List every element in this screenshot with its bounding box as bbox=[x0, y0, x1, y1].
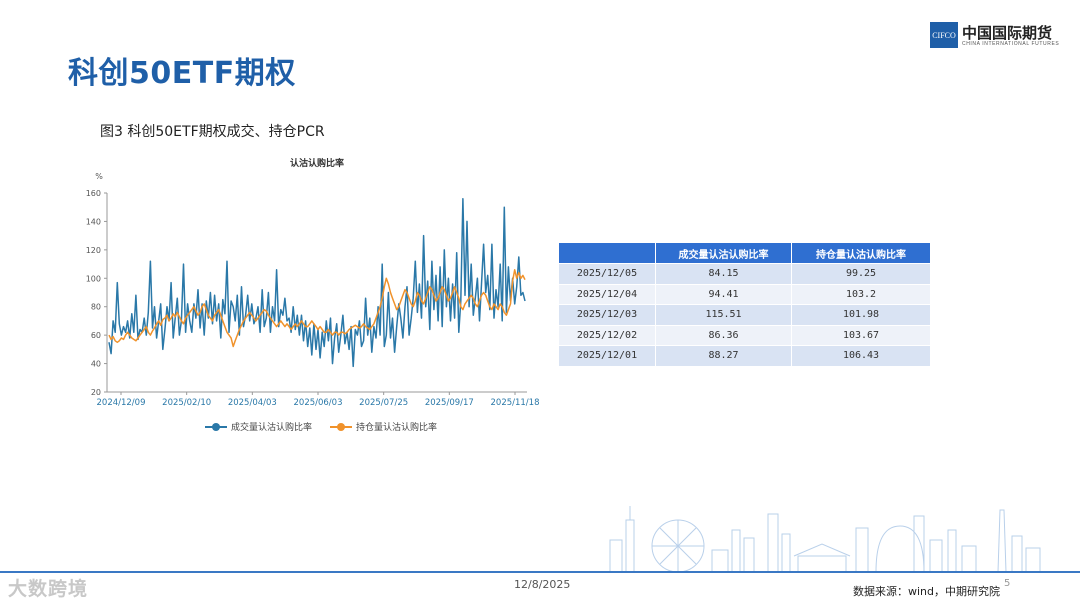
table-cell-date: 2025/12/05 bbox=[558, 263, 656, 285]
table-cell-oi: 106.43 bbox=[791, 345, 931, 367]
x-tick-label: 2025/11/18 bbox=[491, 398, 540, 408]
x-tick-label: 2025/06/03 bbox=[294, 398, 343, 408]
logo-name-en: CHINA INTERNATIONAL FUTURES bbox=[962, 41, 1060, 47]
logo-name-cn: 中国国际期货 bbox=[962, 24, 1053, 42]
table-cell-date: 2025/12/04 bbox=[558, 283, 656, 305]
y-tick-label: 100 bbox=[86, 274, 101, 283]
chart-legend: 成交量认沽认购比率 持仓量认沽认购比率 bbox=[205, 420, 437, 433]
series-line-volume bbox=[108, 197, 526, 368]
series-line-oi bbox=[108, 269, 526, 348]
table-row: 2025/12/04 94.41 103.2 bbox=[558, 283, 931, 305]
table-cell-volume: 86.36 bbox=[655, 324, 792, 346]
x-tick-label: 2024/12/09 bbox=[97, 398, 146, 408]
table-row: 2025/12/03 115.51 101.98 bbox=[558, 304, 931, 326]
chart-title: 认沽认购比率 bbox=[290, 157, 344, 169]
table-cell-volume: 94.41 bbox=[655, 283, 792, 305]
table-cell-oi: 103.2 bbox=[791, 283, 931, 305]
page-title: 科创50ETF期权 bbox=[68, 56, 296, 91]
y-tick-label: 140 bbox=[86, 217, 101, 226]
table-cell-oi: 101.98 bbox=[791, 304, 931, 326]
table-cell-volume: 115.51 bbox=[655, 304, 792, 326]
table-cell-date: 2025/12/02 bbox=[558, 324, 656, 346]
y-tick-label: 120 bbox=[86, 246, 101, 255]
table-header-oi: 持仓量认沽认购比率 bbox=[791, 242, 931, 264]
pcr-table: 成交量认沽认购比率 持仓量认沽认购比率 2025/12/05 84.15 99.… bbox=[558, 242, 931, 367]
table-cell-date: 2025/12/03 bbox=[558, 304, 656, 326]
table-cell-date: 2025/12/01 bbox=[558, 345, 656, 367]
y-tick-label: 60 bbox=[91, 331, 101, 340]
watermark-text: 大数跨境 bbox=[8, 578, 89, 600]
table-row: 2025/12/01 88.27 106.43 bbox=[558, 345, 931, 367]
table-header-row: 成交量认沽认购比率 持仓量认沽认购比率 bbox=[558, 242, 931, 264]
figure-caption: 图3 科创50ETF期权成交、持仓PCR bbox=[100, 124, 325, 140]
data-source-note: 数据来源：wind，中期研究院 bbox=[853, 585, 1001, 598]
y-tick-label: 20 bbox=[91, 388, 101, 397]
legend-label-oi: 持仓量认沽认购比率 bbox=[356, 423, 438, 433]
table-header-volume: 成交量认沽认购比率 bbox=[655, 242, 792, 264]
x-tick-label: 2025/07/25 bbox=[359, 398, 408, 408]
y-tick-label: 160 bbox=[86, 189, 101, 198]
legend-label-volume: 成交量认沽认购比率 bbox=[231, 423, 313, 433]
x-tick-label: 2025/04/03 bbox=[228, 398, 277, 408]
table-cell-volume: 84.15 bbox=[655, 263, 792, 285]
legend-item-volume: 成交量认沽认购比率 bbox=[205, 420, 312, 433]
logo-mark: CIFCO bbox=[930, 22, 958, 48]
y-tick-label: 40 bbox=[91, 360, 101, 369]
table-cell-oi: 103.67 bbox=[791, 324, 931, 346]
footer-divider bbox=[0, 571, 1080, 573]
table-cell-volume: 88.27 bbox=[655, 345, 792, 367]
legend-marker-volume bbox=[205, 422, 227, 432]
footer-date: 12/8/2025 bbox=[514, 578, 571, 591]
table-row: 2025/12/05 84.15 99.25 bbox=[558, 263, 931, 285]
page-number: 5 bbox=[1004, 578, 1011, 589]
company-logo: CIFCO 中国国际期货 CHINA INTERNATIONAL FUTURES bbox=[930, 22, 1060, 52]
x-tick-label: 2025/09/17 bbox=[425, 398, 474, 408]
city-skyline-decoration bbox=[609, 506, 1041, 572]
legend-item-oi: 持仓量认沽认购比率 bbox=[330, 420, 437, 433]
table-row: 2025/12/02 86.36 103.67 bbox=[558, 324, 931, 346]
pcr-line-chart: 认沽认购比率% 20 40 60 80 100 120 140 160 2024/12/09 202… bbox=[86, 157, 540, 408]
x-tick-label: 2025/02/10 bbox=[162, 398, 211, 408]
y-axis-unit-label: % bbox=[95, 172, 103, 181]
table-cell-oi: 99.25 bbox=[791, 263, 931, 285]
table-header-date bbox=[558, 242, 656, 264]
y-tick-label: 80 bbox=[91, 303, 101, 312]
legend-marker-oi bbox=[330, 422, 353, 432]
